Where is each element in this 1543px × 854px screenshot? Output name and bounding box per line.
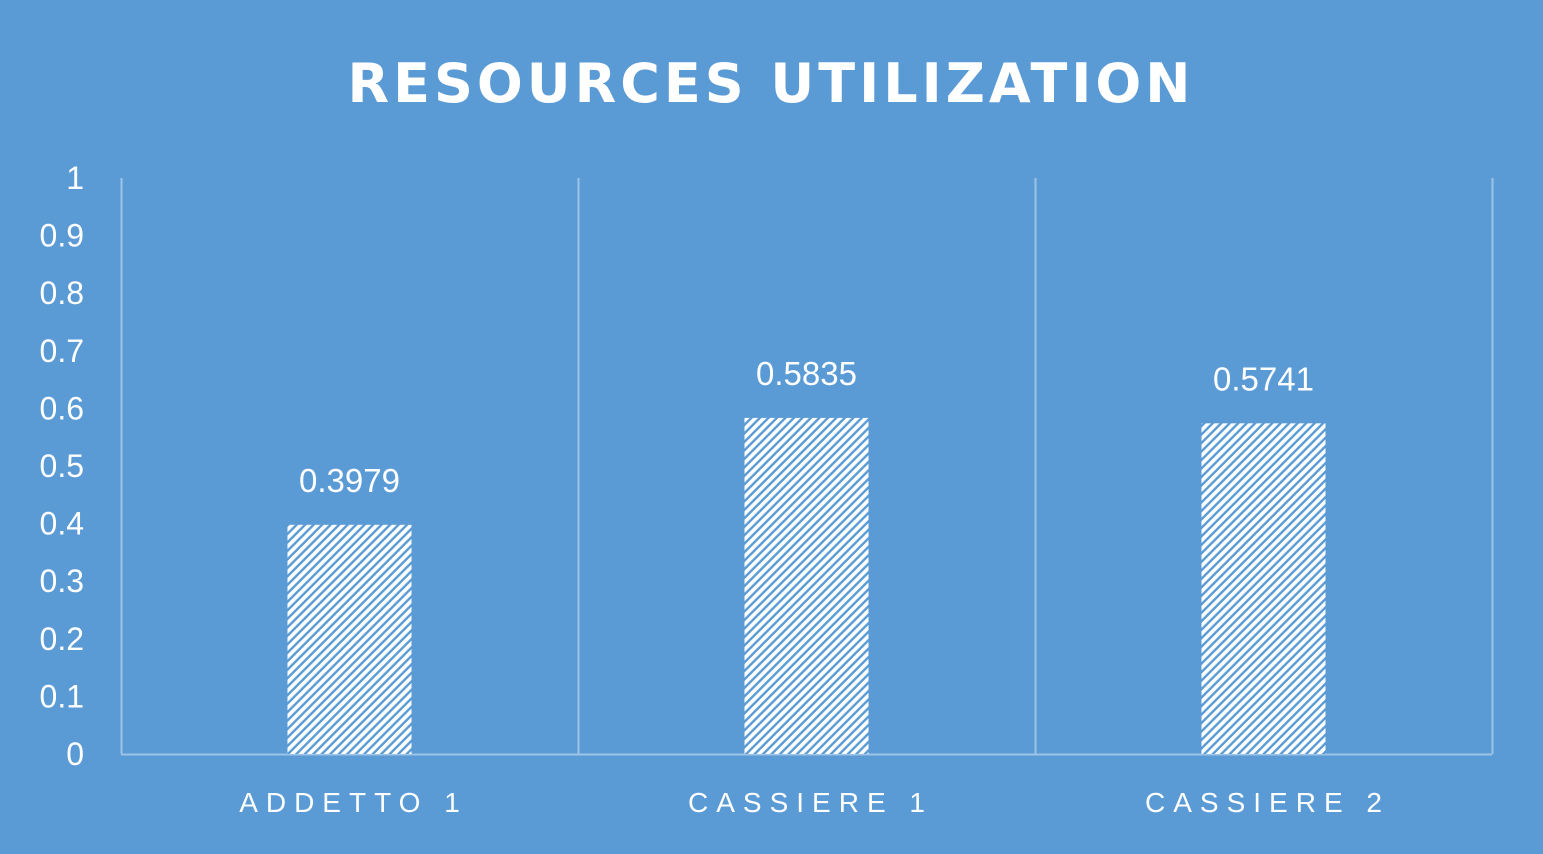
chart-title: RESOURCES UTILIZATION [348,52,1195,115]
bar [744,417,869,754]
axis-layer: 0 0.1 0.2 0.3 0.4 0.5 0.6 0.7 0.8 0.9 1 [40,160,1492,772]
y-tick-label: 0.4 [40,506,84,542]
y-tick-label: 0.3 [40,563,84,599]
data-label: 0.5835 [756,355,857,392]
y-tick-label: 0.2 [40,621,84,657]
grid-layer [120,178,1494,754]
y-tick-label: 0.8 [40,275,84,311]
y-tick-label: 0 [66,736,84,772]
y-tick-label: 0.6 [40,390,84,426]
data-label: 0.3979 [299,462,400,499]
y-tick-label: 0.1 [40,678,84,714]
x-category-label: ADDETTO 1 [239,787,468,818]
label-layer: 0.3979 ADDETTO 1 0.5835 CASSIERE 1 0.5741 CAS… [239,355,1390,818]
bar [287,524,412,754]
data-label: 0.5741 [1213,360,1314,397]
y-tick-label: 1 [66,160,84,196]
y-tick-label: 0.9 [40,218,84,254]
bar-layer [287,417,1326,754]
y-tick-label: 0.7 [40,333,84,369]
x-category-label: CASSIERE 2 [1145,787,1390,818]
y-tick-label: 0.5 [40,448,84,484]
x-category-label: CASSIERE 1 [688,787,933,818]
bar [1201,423,1326,754]
